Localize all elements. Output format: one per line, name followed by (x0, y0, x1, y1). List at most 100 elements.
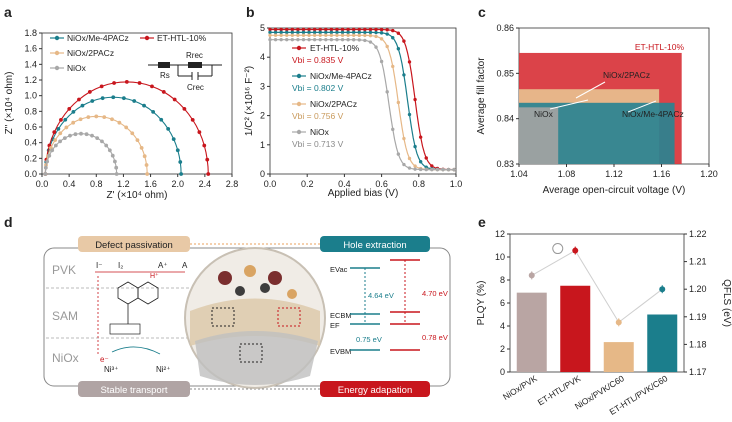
data-point (95, 136, 100, 140)
data-point (197, 130, 202, 135)
data-point (273, 30, 278, 35)
y-tick-label: 1.8 (24, 28, 37, 38)
x-tick-label: 1.6 (144, 179, 157, 189)
data-point (45, 159, 50, 164)
label-niox: NiOx (534, 109, 554, 119)
data-point (430, 164, 434, 168)
vbi-niox: Vbi = 0.713 V (292, 139, 344, 149)
data-point (402, 162, 406, 167)
label-me4: NiOx/Me-4PACz (622, 109, 684, 119)
data-point (296, 27, 300, 32)
data-point (446, 167, 451, 172)
data-point (418, 160, 423, 164)
data-point (58, 131, 63, 136)
data-point (357, 30, 361, 35)
y-tick-label: 0.4 (24, 138, 37, 148)
qfls-point (528, 272, 535, 279)
data-point (385, 44, 389, 49)
chemistry-sketch: I⁻ I₂ A⁺ A H⁺ e⁻ Ni³⁺ Ni²⁺ (95, 261, 188, 374)
data-point (396, 100, 401, 105)
data-point (352, 27, 356, 32)
data-point (368, 27, 373, 32)
plqy-bar (603, 342, 634, 372)
panel-label-c: c (478, 4, 486, 20)
circuit-rs: Rs (160, 71, 170, 80)
data-point (335, 37, 339, 42)
x-tick-label: 0.2 (301, 179, 314, 189)
data-point (324, 33, 328, 38)
data-point (142, 103, 146, 108)
data-point (340, 30, 345, 35)
svg-text:H⁺: H⁺ (150, 272, 159, 280)
y-tick-label: 1.4 (24, 59, 37, 69)
data-point (430, 167, 434, 172)
axis-indicator-circle (552, 243, 564, 255)
stable-transport-label: Stable transport (100, 385, 167, 396)
data-point (391, 64, 395, 69)
data-point (151, 109, 156, 114)
hole-extraction-label: Hole extraction (343, 240, 406, 251)
data-point (340, 37, 345, 42)
legend-me4: NiOx/Me-4PACz (310, 71, 372, 81)
data-point (374, 30, 378, 35)
y2-tick-label: 1.20 (689, 284, 707, 294)
svg-text:Ni²⁺: Ni²⁺ (156, 365, 170, 374)
hole-extraction-tag (320, 236, 430, 252)
data-point (379, 59, 384, 64)
data-point (268, 27, 272, 32)
plot-frame (41, 32, 233, 175)
x-axis-label: Z' (×10⁴ ohm) (107, 190, 168, 201)
data-point (402, 39, 406, 43)
data-point (68, 133, 72, 138)
data-point (312, 37, 317, 42)
data-point (413, 167, 417, 171)
data-point (307, 37, 311, 42)
y-tick-label: 0 (500, 367, 505, 377)
data-point (402, 136, 406, 141)
legend-et: ET-HTL-10% (157, 33, 207, 43)
data-point (346, 37, 350, 42)
data-point (100, 139, 104, 144)
annotations: ET-HTL-10% NiOx/2PACz NiOx/Me-4PACz NiOx (534, 42, 684, 119)
legend-et: ET-HTL-10% (310, 43, 360, 53)
y-axis-label: Z'' (×10⁴ ohm) (4, 72, 15, 135)
x-tick-label: 0.0 (264, 179, 277, 189)
data-point (99, 84, 104, 89)
data-point (112, 81, 116, 85)
y-tick-label: 1.0 (24, 91, 37, 101)
data-point (59, 117, 63, 122)
x-tick-label: 2.4 (199, 179, 212, 189)
data-point (290, 33, 295, 37)
data-point (285, 30, 289, 35)
data-point (124, 79, 129, 84)
data-point (130, 131, 135, 136)
qfls-point (572, 247, 579, 254)
data-point (178, 160, 183, 164)
data-point (324, 30, 328, 35)
data-point (307, 33, 311, 37)
x-tick-label: 0.4 (63, 179, 76, 189)
y-tick-label: 6 (500, 298, 505, 308)
y2-tick-label: 1.17 (689, 367, 707, 377)
data-point (301, 37, 306, 42)
data-point (78, 117, 83, 122)
legend: ET-HTL-10% Vbi = 0.835 V NiOx/Me-4PACz V… (292, 43, 372, 149)
data-point (301, 33, 306, 37)
y2-axis-label: QFLS (eV) (721, 279, 732, 327)
y-tick-label: 0.8 (24, 106, 37, 116)
y2-tick-label: 1.19 (689, 312, 707, 322)
data-point (296, 37, 300, 42)
data-point (379, 31, 384, 35)
data-point (296, 30, 300, 35)
vbi-me4: Vbi = 0.802 V (292, 83, 344, 93)
mechanism-schematic: Defect passivation Hole extraction Stabl… (43, 236, 451, 397)
data-point (301, 27, 306, 32)
data-point (50, 148, 55, 153)
data-point (53, 138, 58, 143)
x-tick-label: 1.08 (558, 169, 576, 179)
data-point (368, 33, 373, 38)
data-point (145, 172, 150, 176)
data-point (273, 37, 278, 42)
svg-text:EVBM: EVBM (330, 347, 351, 356)
data-point (352, 38, 356, 42)
